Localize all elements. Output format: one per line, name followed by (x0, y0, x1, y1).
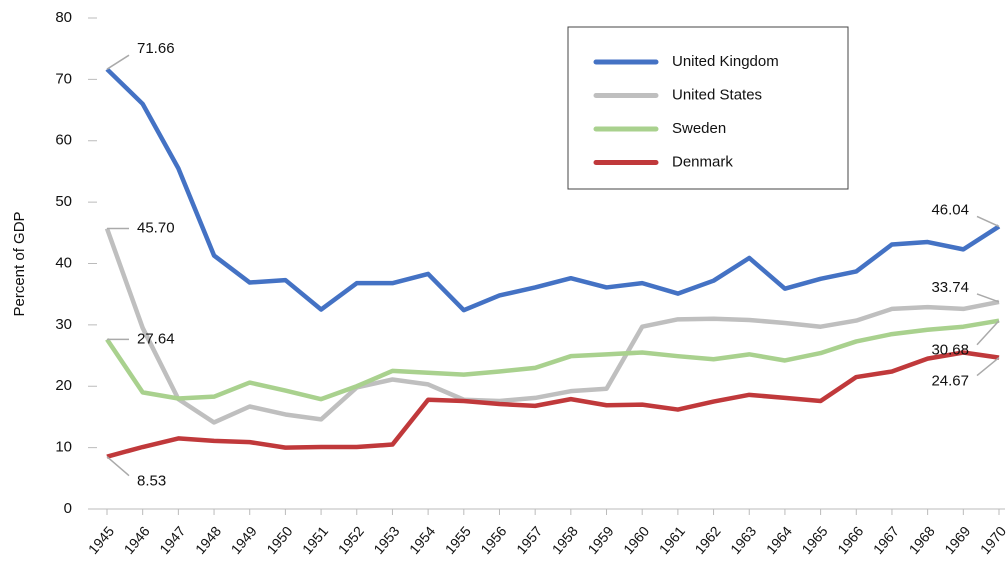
y-tick-label: 10 (55, 439, 72, 456)
y-tick-label: 60 (55, 132, 72, 149)
series-line (105, 318, 1000, 402)
y-tick-label: 0 (64, 500, 72, 517)
data-label: 45.70 (137, 219, 175, 236)
x-tick-label: 1960 (620, 523, 652, 557)
label-leader (976, 357, 1000, 377)
x-tick-label: 1956 (477, 523, 509, 557)
data-label: 33.74 (931, 279, 969, 296)
x-tick-label: 1958 (549, 523, 581, 557)
legend-label: Denmark (672, 153, 733, 170)
x-tick-label: 1959 (584, 523, 616, 557)
x-tick-label: 1967 (870, 523, 902, 557)
x-tick-label: 1951 (299, 523, 331, 557)
x-tick-label: 1969 (941, 523, 973, 557)
x-tick-label: 1952 (335, 523, 367, 557)
data-label: 46.04 (931, 201, 969, 218)
x-tick-label: 1953 (370, 523, 402, 557)
x-tick-label: 1962 (691, 523, 723, 557)
data-label: 27.64 (137, 330, 175, 347)
label-leader (976, 215, 1000, 228)
label-leader (976, 293, 1000, 303)
label-leader (976, 320, 1000, 346)
y-tick-label: 30 (55, 316, 72, 333)
data-label: 8.53 (137, 473, 166, 490)
x-tick-label: 1966 (834, 523, 866, 557)
legend-label: United Kingdom (672, 53, 779, 70)
data-label: 24.67 (931, 373, 969, 390)
x-tick-label: 1949 (228, 523, 260, 557)
x-tick-label: 1965 (798, 523, 830, 557)
x-tick-label: 1955 (442, 523, 474, 557)
y-tick-label: 80 (55, 9, 72, 26)
x-tick-label: 1954 (406, 523, 438, 557)
x-tick-label: 1970 (977, 523, 1008, 557)
y-axis-label: Percent of GDP (11, 211, 28, 316)
legend-label: United States (672, 86, 762, 103)
x-tick-label: 1961 (656, 523, 688, 557)
y-tick-label: 50 (55, 193, 72, 210)
x-tick-label: 1963 (727, 523, 759, 557)
label-leader (106, 456, 130, 477)
data-label: 30.68 (931, 342, 969, 359)
series-line (104, 227, 1000, 425)
x-tick-label: 1957 (513, 523, 545, 557)
x-tick-label: 1946 (121, 523, 153, 557)
x-tick-label: 1947 (156, 523, 188, 557)
data-label: 71.66 (137, 40, 175, 57)
legend-label: Sweden (672, 120, 726, 137)
y-tick-label: 70 (55, 70, 72, 87)
x-tick-label: 1948 (192, 523, 224, 557)
series-line (106, 350, 1000, 459)
y-tick-label: 40 (55, 254, 72, 271)
x-tick-label: 1950 (263, 523, 295, 557)
y-tick-label: 20 (55, 377, 72, 394)
x-tick-label: 1968 (905, 523, 937, 557)
series-line (105, 67, 1001, 313)
x-tick-label: 1964 (763, 523, 795, 557)
x-tick-label: 1945 (85, 523, 117, 557)
label-leader (106, 54, 130, 70)
